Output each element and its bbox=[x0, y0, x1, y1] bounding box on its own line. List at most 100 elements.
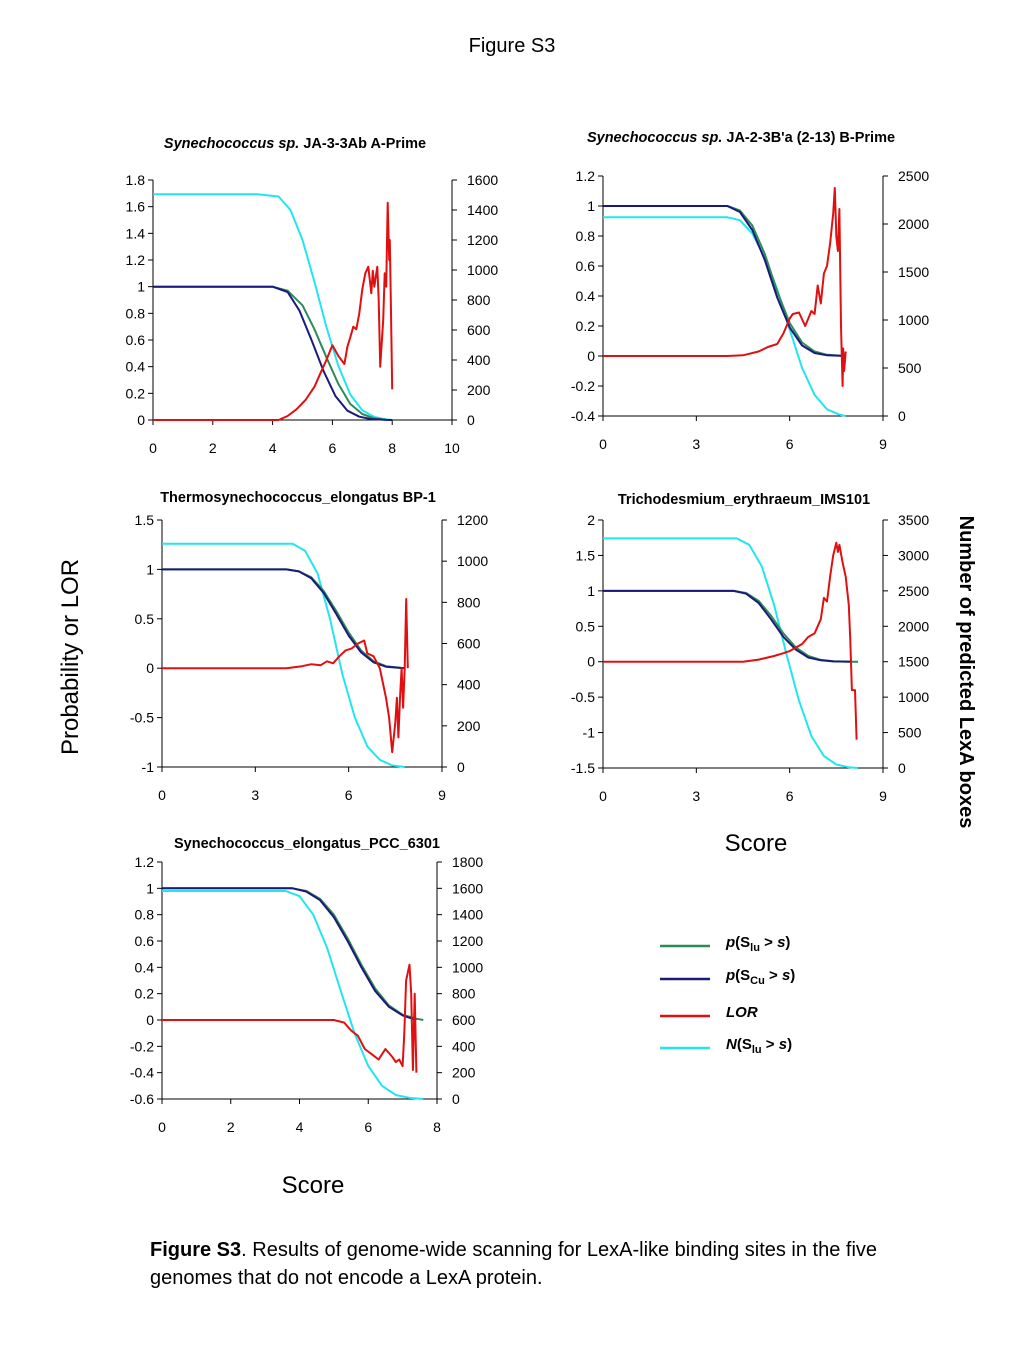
y-tick-label: 1 bbox=[146, 880, 154, 896]
y-tick-label: -1 bbox=[583, 725, 596, 741]
y-tick-label: 1.6 bbox=[126, 199, 146, 215]
series-line-n_lu bbox=[162, 542, 405, 768]
legend-text-part: > bbox=[760, 934, 777, 951]
y-tick-label: -0.2 bbox=[130, 1038, 154, 1054]
y-tick-label: 1.2 bbox=[576, 168, 596, 184]
y-tick-label: 1 bbox=[587, 198, 595, 214]
y2-tick-label: 200 bbox=[452, 1065, 476, 1081]
x-axis-label-bottom: Score bbox=[282, 1172, 345, 1199]
chart-title-text: JA-3-3Ab A-Prime bbox=[299, 136, 426, 152]
x-tick-label: 0 bbox=[599, 788, 607, 804]
y-tick-label: 0.6 bbox=[135, 933, 155, 949]
legend-label-p_cu: p(SCu > s) bbox=[725, 967, 795, 987]
chart-panel-2: Synechococcus sp. JA-2-3B'a (2-13) B-Pri… bbox=[571, 130, 929, 452]
y-tick-label: 1.5 bbox=[135, 512, 155, 528]
series-line-n_lu bbox=[603, 537, 859, 769]
x-tick-label: 4 bbox=[296, 1119, 304, 1135]
y2-tick-label: 1600 bbox=[467, 172, 498, 188]
legend-text-part: s bbox=[777, 934, 785, 951]
x-tick-label: 3 bbox=[692, 436, 700, 452]
y-tick-label: 0.4 bbox=[576, 288, 596, 304]
y2-tick-label: 800 bbox=[457, 594, 481, 610]
y2-tick-label: 3500 bbox=[898, 512, 929, 528]
y-tick-label: -0.5 bbox=[130, 710, 154, 726]
y2-tick-label: 800 bbox=[452, 986, 476, 1002]
y-tick-label: 0 bbox=[587, 348, 595, 364]
y2-tick-label: 1200 bbox=[452, 933, 483, 949]
y2-tick-label: 500 bbox=[898, 360, 922, 376]
y2-tick-label: 2500 bbox=[898, 168, 929, 184]
x-tick-label: 8 bbox=[433, 1119, 441, 1135]
legend-text-part: LOR bbox=[726, 1004, 758, 1021]
y-tick-label: 1 bbox=[137, 279, 145, 295]
series-line-p_lu bbox=[603, 205, 846, 357]
y-tick-label: 0.8 bbox=[135, 907, 155, 923]
y2-tick-label: 1400 bbox=[452, 907, 483, 923]
legend-text-part: ) bbox=[787, 1036, 792, 1053]
y2-tick-label: 400 bbox=[467, 352, 491, 368]
legend-text-part: ) bbox=[785, 934, 790, 951]
chart-title: Synechococcus sp. JA-2-3B'a (2-13) B-Pri… bbox=[587, 130, 895, 146]
y-tick-label: 0.4 bbox=[135, 959, 155, 975]
chart-panel-5: Synechococcus_elongatus_PCC_6301 -0.6 -0.4… bbox=[130, 836, 483, 1135]
chart-title-text: JA-2-3B'a (2-13) B-Prime bbox=[722, 130, 895, 146]
legend-label-lor: LOR bbox=[726, 1004, 758, 1021]
chart-title: Trichodesmium_erythraeum_IMS101 bbox=[618, 492, 870, 508]
y2-tick-label: 1800 bbox=[452, 854, 483, 870]
chart-title-text: Thermosynechococcus_elongatus BP-1 bbox=[160, 490, 436, 506]
legend-text-part: lu bbox=[752, 1044, 762, 1056]
legend-text-part: s bbox=[779, 1036, 787, 1053]
caption-lead: Figure S3 bbox=[150, 1239, 242, 1261]
x-tick-label: 9 bbox=[879, 788, 887, 804]
y2-tick-label: 2500 bbox=[898, 583, 929, 599]
x-tick-label: 0 bbox=[599, 436, 607, 452]
y-tick-label: 1.8 bbox=[126, 172, 146, 188]
y-tick-label: 0 bbox=[146, 660, 154, 676]
chart-title: Synechococcus_elongatus_PCC_6301 bbox=[174, 836, 440, 852]
chart-panel-3: Thermosynechococcus_elongatus BP-1 -1 -0.5… bbox=[130, 490, 488, 803]
legend-text-part: (S bbox=[735, 934, 750, 951]
legend-text-part: ) bbox=[790, 967, 795, 984]
legend-text-part: N bbox=[726, 1036, 738, 1053]
y-tick-label: 0.4 bbox=[126, 359, 146, 375]
y2-tick-label: 1000 bbox=[898, 312, 929, 328]
y-tick-label: 0.8 bbox=[576, 228, 596, 244]
series-line-lor bbox=[153, 201, 394, 421]
y2-tick-label: 1200 bbox=[467, 232, 498, 248]
y2-tick-label: 500 bbox=[898, 725, 922, 741]
chart-title-italic: Synechococcus sp. bbox=[587, 130, 722, 146]
y-tick-label: -0.2 bbox=[571, 378, 595, 394]
legend-label-p_lu: p(Slu > s) bbox=[725, 934, 790, 954]
y2-tick-label: 1000 bbox=[467, 262, 498, 278]
chart-title-italic: Synechococcus sp. bbox=[164, 136, 299, 152]
y2-tick-label: 3000 bbox=[898, 547, 929, 563]
y2-tick-label: 1000 bbox=[898, 689, 929, 705]
series-line-n_lu bbox=[162, 890, 424, 1100]
x-tick-label: 10 bbox=[444, 440, 460, 456]
y2-tick-label: 400 bbox=[457, 677, 481, 693]
y2-tick-label: 400 bbox=[452, 1038, 476, 1054]
series-line-lor bbox=[162, 963, 418, 1073]
x-tick-label: 6 bbox=[364, 1119, 372, 1135]
y2-tick-label: 0 bbox=[898, 408, 906, 424]
series-line-lor bbox=[162, 598, 409, 754]
series-line-p_cu bbox=[162, 887, 417, 1021]
y2-tick-label: 1400 bbox=[467, 202, 498, 218]
y-tick-label: 0 bbox=[137, 412, 145, 428]
legend-text-part: (S bbox=[735, 967, 750, 984]
y-tick-label: 0.6 bbox=[576, 258, 596, 274]
y2-tick-label: 800 bbox=[467, 292, 491, 308]
y2-tick-label: 1500 bbox=[898, 654, 929, 670]
y-tick-label: 0.2 bbox=[135, 986, 155, 1002]
y-tick-label: 0.5 bbox=[576, 618, 596, 634]
chart-title: Synechococcus sp. JA-3-3Ab A-Prime bbox=[164, 136, 426, 152]
y-tick-label: 0.5 bbox=[135, 611, 155, 627]
legend-text-part: (S bbox=[737, 1036, 752, 1053]
x-tick-label: 4 bbox=[269, 440, 277, 456]
y2-tick-label: 0 bbox=[467, 412, 475, 428]
caption-text: . Results of genome-wide scanning for Le… bbox=[150, 1239, 878, 1289]
y-tick-label: 0.2 bbox=[126, 385, 146, 401]
series-line-n_lu bbox=[153, 193, 393, 421]
legend-text-part: s bbox=[782, 967, 790, 984]
